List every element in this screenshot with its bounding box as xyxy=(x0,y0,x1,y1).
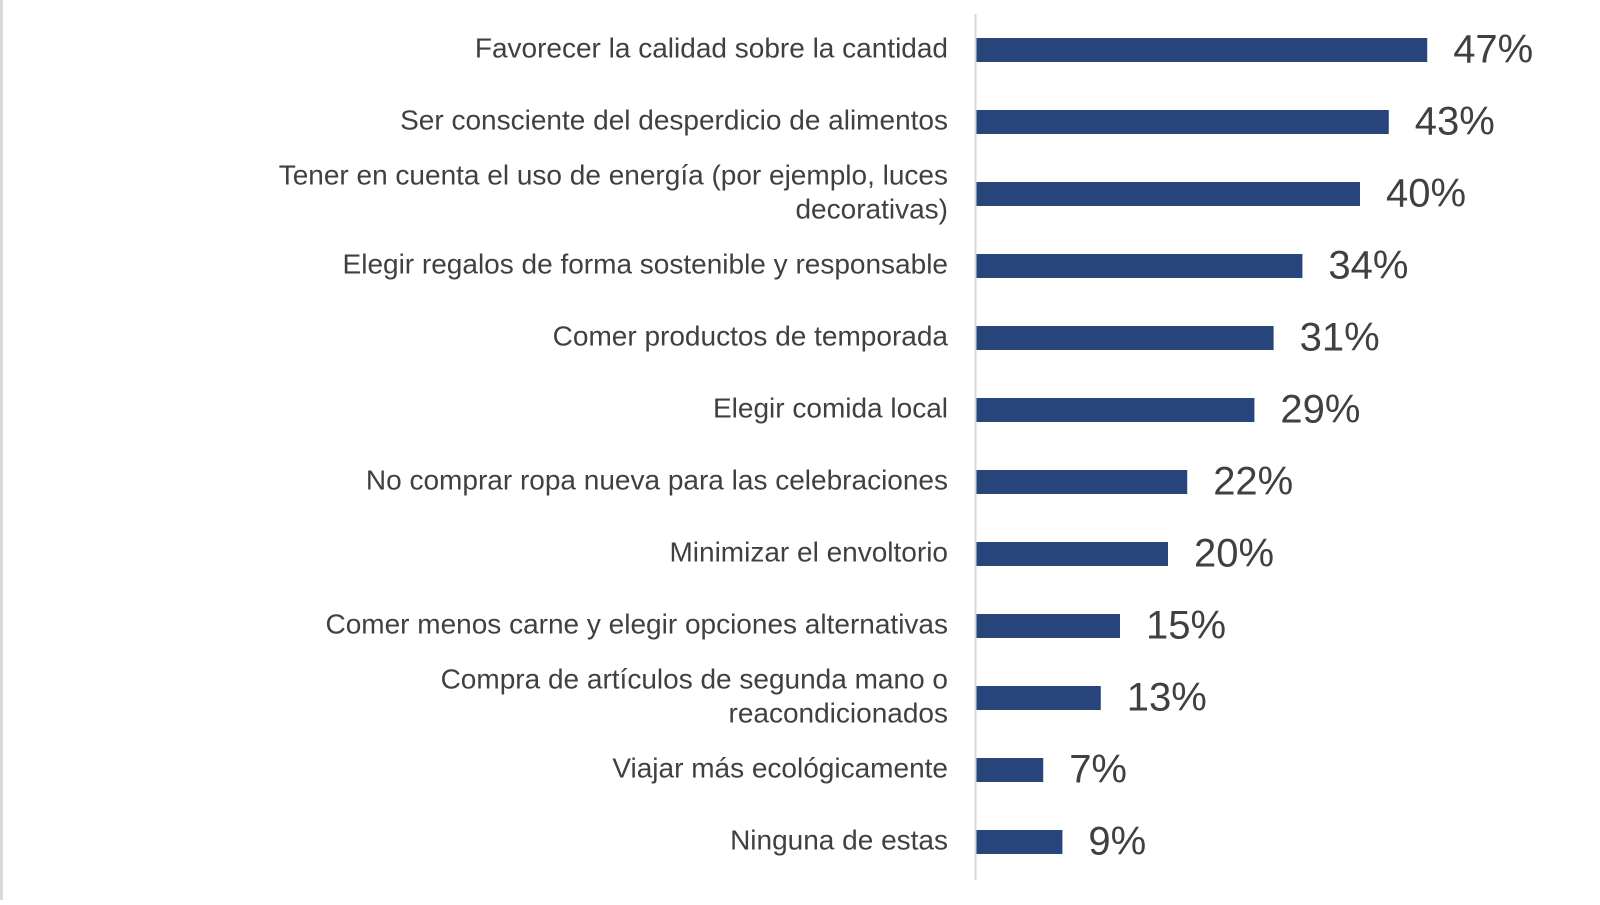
bar-favorecer-la-calidad-sobre-la-cantidad xyxy=(976,38,1428,62)
value-labels: 47% 43% 40% 34% 31% 29% 22% 20% 15% 13%7% 9% xyxy=(1069,28,1533,864)
value-label-comer-menos-carne-y-elegir-opciones-alte: 15% xyxy=(1146,604,1226,648)
category-label-elegir-comida-local: Elegir comida local xyxy=(713,392,948,423)
left-border-line xyxy=(0,0,3,900)
value-label-ser-consciente-del-desperdicio-de-alimen: 43% xyxy=(1415,100,1495,144)
category-label-comer-menos-carne-y-elegir-opciones-alte: Comer menos carne y elegir opciones alte… xyxy=(325,608,948,639)
value-label-elegir-comida-local: 29% xyxy=(1280,388,1360,432)
category-label-favorecer-la-calidad-sobre-la-cantidad: Favorecer la calidad sobre la cantidad xyxy=(475,32,948,63)
value-label-minimizar-el-envoltorio: 20% xyxy=(1194,532,1274,576)
category-label-elegir-regalos-de-forma-sostenible-y-res: Elegir regalos de forma sostenible y res… xyxy=(343,248,948,279)
category-label-ser-consciente-del-desperdicio-de-alimen: Ser consciente del desperdicio de alimen… xyxy=(400,104,948,135)
bar-elegir-regalos-de-forma-sostenible-y-res xyxy=(976,254,1303,278)
category-label-tener-en-cuenta-el-uso-de-energia-por-ej-line-1: Tener en cuenta el uso de energía (por e… xyxy=(279,159,948,190)
category-label-minimizar-el-envoltorio: Minimizar el envoltorio xyxy=(669,536,948,567)
bar-ninguna-de-estas xyxy=(976,830,1063,854)
bar-comer-productos-de-temporada xyxy=(976,326,1274,350)
category-label-viajar-mas-ecologicamente: Viajar más ecológicamente xyxy=(612,752,948,783)
category-labels: Favorecer la calidad sobre la cantidad Se… xyxy=(279,32,949,855)
bar-minimizar-el-envoltorio xyxy=(976,542,1168,566)
bar-viajar-mas-ecologicamente xyxy=(976,758,1044,782)
bar-tener-en-cuenta-el-uso-de-energia-por-ej xyxy=(976,182,1360,206)
category-label-tener-en-cuenta-el-uso-de-energia-por-ej-line-2: decorativas) xyxy=(795,193,948,224)
category-label-compra-de-articulos-de-segunda-mano-o-re-line-2: reacondicionados xyxy=(729,697,949,728)
category-label-no-comprar-ropa-nueva-para-las-celebraci: No comprar ropa nueva para las celebraci… xyxy=(366,464,948,495)
category-label-comer-productos-de-temporada: Comer productos de temporada xyxy=(553,320,949,351)
bar-compra-de-articulos-de-segunda-mano-o-re xyxy=(976,686,1101,710)
bar-elegir-comida-local xyxy=(976,398,1255,422)
value-label-favorecer-la-calidad-sobre-la-cantidad: 47% xyxy=(1453,28,1533,72)
value-label-viajar-mas-ecologicamente: 7% xyxy=(1069,748,1127,792)
value-label-elegir-regalos-de-forma-sostenible-y-res: 34% xyxy=(1328,244,1408,288)
value-label-no-comprar-ropa-nueva-para-las-celebraci: 22% xyxy=(1213,460,1293,504)
bar-comer-menos-carne-y-elegir-opciones-alte xyxy=(976,614,1120,638)
value-label-tener-en-cuenta-el-uso-de-energia-por-ej: 40% xyxy=(1386,172,1466,216)
bars xyxy=(976,38,1428,854)
bar-ser-consciente-del-desperdicio-de-alimen xyxy=(976,110,1389,134)
value-label-compra-de-articulos-de-segunda-mano-o-re: 13% xyxy=(1127,676,1207,720)
value-label-ninguna-de-estas: 9% xyxy=(1088,820,1146,864)
category-label-ninguna-de-estas: Ninguna de estas xyxy=(730,824,948,855)
category-label-compra-de-articulos-de-segunda-mano-o-re-line-1: Compra de artículos de segunda mano o xyxy=(441,663,948,694)
bar-no-comprar-ropa-nueva-para-las-celebraci xyxy=(976,470,1188,494)
value-label-comer-productos-de-temporada: 31% xyxy=(1300,316,1380,360)
